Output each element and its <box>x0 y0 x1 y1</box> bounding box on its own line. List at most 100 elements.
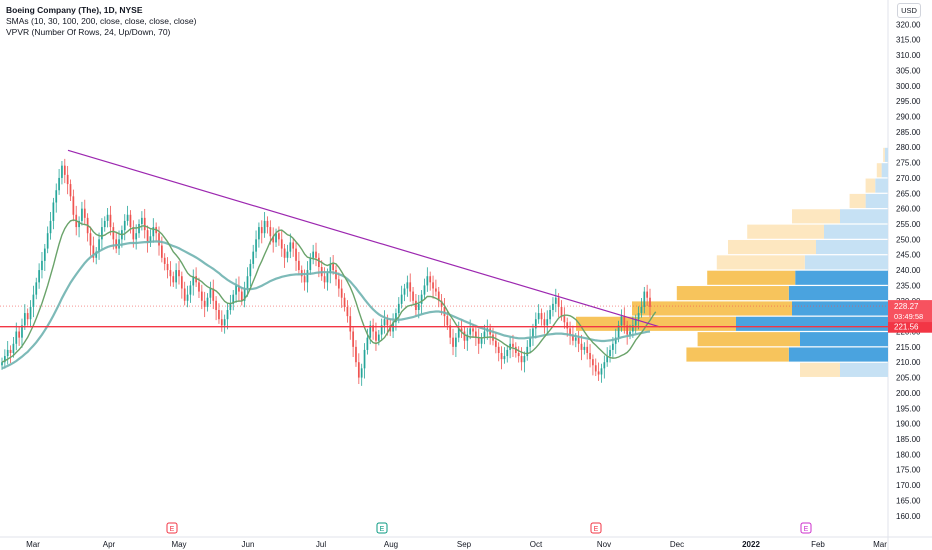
candle-body <box>640 306 643 314</box>
candle-body <box>318 257 320 267</box>
volume-profile-down-bar <box>876 163 882 178</box>
y-tick-label: 255.00 <box>896 220 921 229</box>
candle-body <box>412 291 414 301</box>
candle-body <box>475 331 477 338</box>
candle-body <box>540 313 543 320</box>
candle-body <box>89 233 92 246</box>
candle-body <box>612 343 614 350</box>
candle-body <box>332 263 334 271</box>
candle-body <box>289 242 292 252</box>
candle-body <box>326 273 329 283</box>
candle-body <box>272 236 275 243</box>
candle-body <box>443 306 446 317</box>
sma30-line <box>1 240 651 370</box>
candle-body <box>255 239 257 252</box>
candle-body <box>175 270 177 283</box>
candle-body <box>66 174 69 185</box>
candle-body <box>58 177 60 191</box>
candle-body <box>6 349 9 357</box>
candle-body <box>3 356 6 363</box>
candle-body <box>572 334 574 341</box>
candle-body <box>55 190 58 203</box>
candle-body <box>61 165 63 178</box>
event-marker-box <box>166 522 178 534</box>
candle-body <box>249 263 252 277</box>
y-tick-label: 305.00 <box>896 66 921 75</box>
y-tick-label: 175.00 <box>896 466 921 475</box>
volume-profile-up-bar <box>736 316 888 331</box>
candle-body <box>466 334 469 341</box>
volume-profile-down-bar <box>707 270 796 285</box>
candle-body <box>409 282 412 292</box>
candle-body <box>23 313 26 326</box>
candle-body <box>200 291 203 301</box>
candle-body <box>440 300 443 307</box>
candle-body <box>41 260 43 271</box>
candle-body <box>35 282 38 295</box>
x-tick-label: May <box>171 540 186 549</box>
candle-body <box>500 353 503 360</box>
candle-body <box>503 356 506 360</box>
candle-body <box>420 294 423 304</box>
volume-profile-down-bar <box>747 224 824 239</box>
support-price-tag <box>888 320 932 333</box>
y-tick-label: 250.00 <box>896 235 921 244</box>
candle-body <box>609 349 611 357</box>
candle-body <box>614 337 617 344</box>
candle-body <box>203 300 206 307</box>
candle-body <box>523 356 526 363</box>
candle-body <box>457 328 460 338</box>
candle-body <box>166 263 169 271</box>
candle-body <box>520 356 523 363</box>
candle-body <box>557 297 560 307</box>
y-tick-label: 290.00 <box>896 113 921 122</box>
candle-body <box>103 220 106 228</box>
candle-body <box>263 220 266 234</box>
currency-button[interactable]: USD <box>897 3 921 18</box>
volume-profile-up-bar <box>865 193 888 209</box>
volume-profile-up-bar <box>795 270 888 285</box>
candle-body <box>15 331 18 344</box>
candle-body <box>623 316 626 326</box>
candle-body <box>352 331 354 347</box>
candle-body <box>126 214 129 221</box>
candle-body <box>460 328 463 332</box>
volume-profile-up-bar <box>788 347 888 362</box>
y-tick-label: 235.00 <box>896 281 921 290</box>
candle-body <box>238 285 240 292</box>
candle-body <box>275 233 277 243</box>
candle-body <box>278 233 280 240</box>
candle-body <box>49 220 52 234</box>
candle-body <box>343 297 346 307</box>
candle-body <box>269 227 272 237</box>
candle-body <box>12 343 15 353</box>
candle-body <box>101 227 103 240</box>
candle-body <box>163 257 166 264</box>
candle-body <box>449 325 452 338</box>
candle-body <box>649 297 651 307</box>
candle-body <box>223 319 226 326</box>
candle-body <box>426 276 429 286</box>
earnings-event-marker: E <box>166 522 178 534</box>
y-tick-label: 200.00 <box>896 389 921 398</box>
candle-body <box>286 251 289 258</box>
candle-body <box>455 337 457 347</box>
y-tick-label: 190.00 <box>896 420 921 429</box>
candle-body <box>534 319 537 329</box>
candle-body <box>206 297 209 307</box>
candle-body <box>597 371 600 375</box>
candle-body <box>192 276 195 286</box>
y-tick-label: 240.00 <box>896 266 921 275</box>
y-tick-label: 295.00 <box>896 97 921 106</box>
candle-body <box>400 294 403 304</box>
current-price-tag <box>888 300 932 323</box>
candle-body <box>532 328 534 338</box>
volume-profile-up-bar <box>816 239 888 255</box>
x-tick-label: Mar <box>873 540 887 549</box>
candle-body <box>383 319 386 326</box>
candle-body <box>620 316 623 326</box>
candle-body <box>363 349 366 369</box>
candle-body <box>303 276 306 283</box>
candle-body <box>312 251 315 258</box>
